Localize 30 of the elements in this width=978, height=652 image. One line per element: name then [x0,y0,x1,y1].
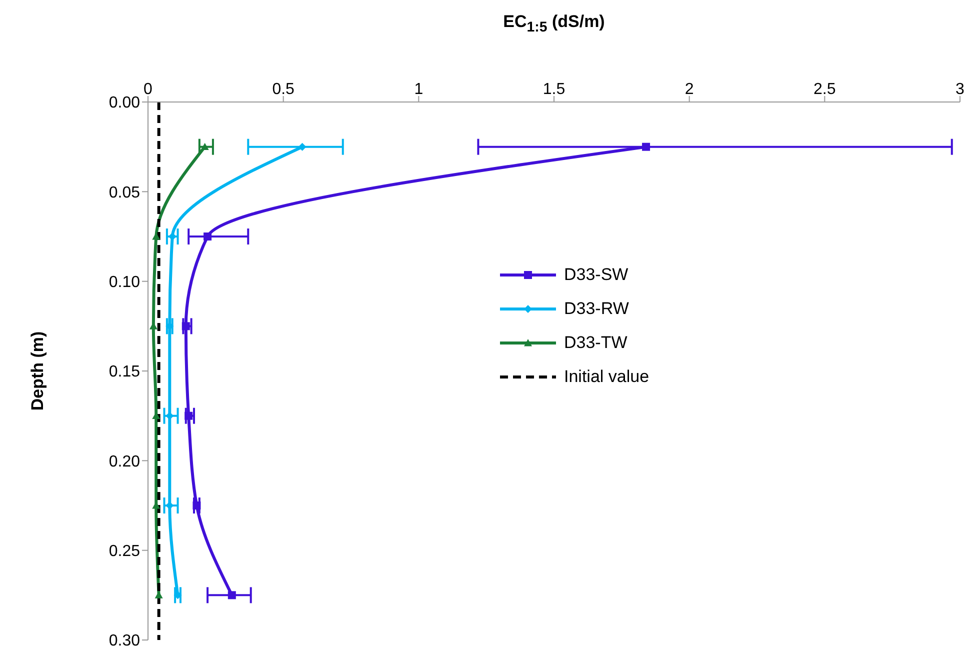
legend-label: D33-TW [564,333,628,353]
point [642,142,650,151]
y-tick-label: 0.05 [108,184,140,202]
y-tick-label: 0.20 [108,453,140,470]
x-tick-label: 2 [684,81,694,98]
point [174,591,182,600]
y-tick-label: 0.00 [108,94,140,112]
y-tick-label: 0.10 [108,274,140,292]
y-tick-label: 0.25 [108,543,140,560]
point [168,232,176,240]
x-tick-label: 0 [144,81,153,98]
y-tick-label: 0.15 [108,364,140,381]
legend-label: D33-SW [564,265,628,285]
x-tick-label: 2.5 [814,81,836,98]
x-tick-label: 0.5 [272,81,295,98]
point [184,412,193,420]
x-tick-label: 3 [956,81,965,98]
x-axis-title: EC$_{1:5}$ (dS/m) [502,12,606,36]
point [298,142,306,151]
y-tick-label: 0.30 [108,632,140,650]
legend-label: Initial value [564,367,650,387]
x-tick-label: 1 [414,81,424,98]
point [182,322,190,330]
point [166,502,174,510]
point [228,591,236,600]
x-tick-label: 1.5 [542,81,566,98]
point [204,232,212,240]
legend-label: D33-RW [564,299,629,319]
point [200,142,209,150]
y-axis-title: Depth (m) [28,331,48,411]
